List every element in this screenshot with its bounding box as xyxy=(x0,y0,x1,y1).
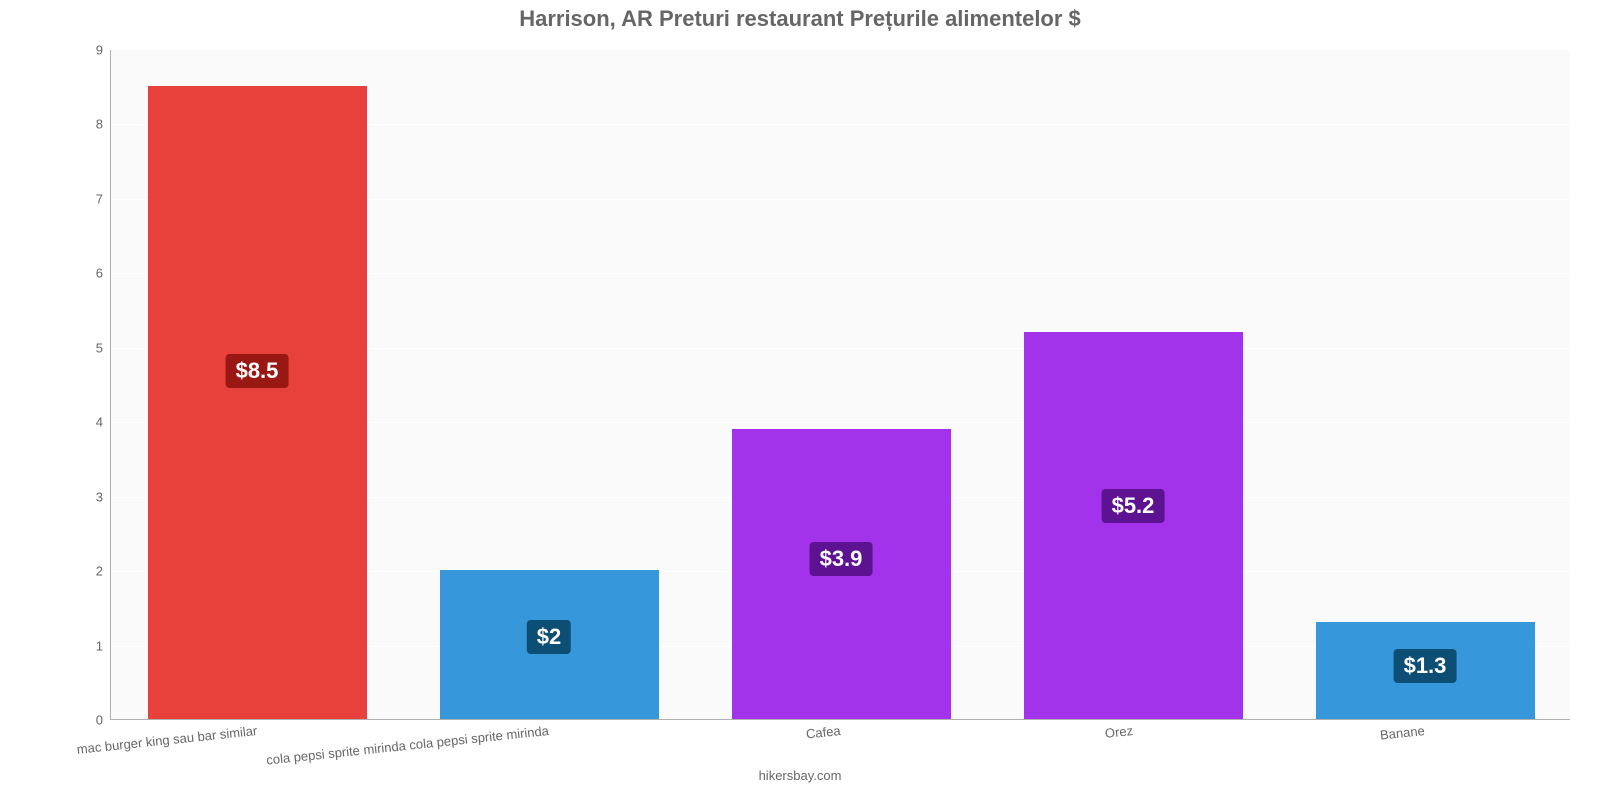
y-tick-label: 7 xyxy=(96,191,111,206)
plot-area: 0123456789$8.5mac burger king sau bar si… xyxy=(110,50,1570,720)
y-tick-label: 0 xyxy=(96,713,111,728)
value-label: $2 xyxy=(527,620,571,654)
chart-title: Harrison, AR Preturi restaurant Prețuril… xyxy=(0,0,1600,32)
value-label: $3.9 xyxy=(810,542,873,576)
x-tick-label: Cafea xyxy=(805,723,841,742)
value-label: $1.3 xyxy=(1394,649,1457,683)
value-label: $5.2 xyxy=(1102,489,1165,523)
y-tick-label: 3 xyxy=(96,489,111,504)
chart-footer: hikersbay.com xyxy=(759,768,842,783)
price-chart: Harrison, AR Preturi restaurant Prețuril… xyxy=(0,0,1600,800)
bar xyxy=(148,86,367,719)
value-label: $8.5 xyxy=(226,354,289,388)
y-tick-label: 1 xyxy=(96,638,111,653)
bar xyxy=(1024,332,1243,719)
x-tick-label: Orez xyxy=(1104,723,1134,741)
y-tick-label: 9 xyxy=(96,43,111,58)
y-tick-label: 5 xyxy=(96,340,111,355)
x-tick-label: Banane xyxy=(1379,723,1425,743)
y-tick-label: 4 xyxy=(96,415,111,430)
x-tick-label: cola pepsi sprite mirinda cola pepsi spr… xyxy=(266,723,550,768)
y-tick-label: 8 xyxy=(96,117,111,132)
y-tick-label: 2 xyxy=(96,564,111,579)
x-tick-label: mac burger king sau bar similar xyxy=(76,723,258,757)
y-tick-label: 6 xyxy=(96,266,111,281)
